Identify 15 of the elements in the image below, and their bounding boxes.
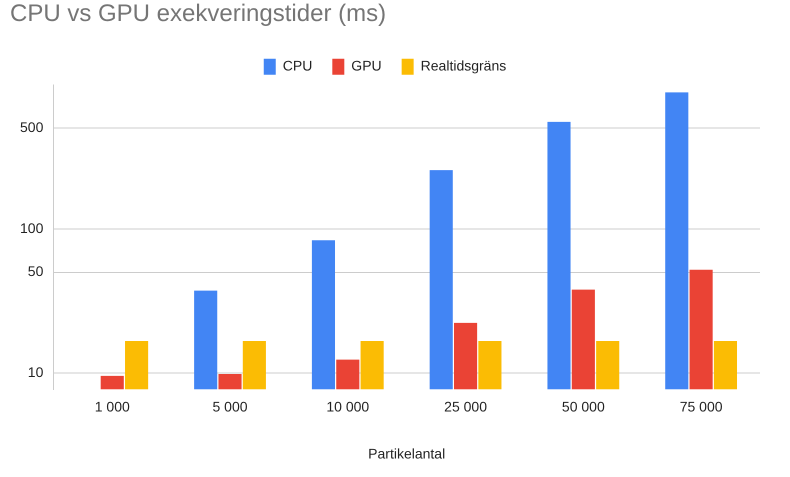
- y-tick-label: 100: [20, 220, 44, 236]
- x-tick-label: 5 000: [212, 398, 248, 415]
- legend-label: Realtidsgräns: [420, 58, 506, 74]
- x-tick-label: 10 000: [326, 398, 370, 415]
- y-tick-label: 10: [28, 364, 44, 380]
- x-tick-label: 50 000: [562, 398, 605, 415]
- x-tick-label: 75 000: [680, 398, 723, 415]
- x-axis-title: Partikelantal: [368, 445, 446, 462]
- x-tick-label: 1 000: [94, 398, 130, 415]
- legend-label: CPU: [282, 58, 312, 74]
- y-tick-label: 500: [20, 119, 44, 136]
- chart-title: CPU vs GPU exekveringstider (ms): [10, 0, 386, 28]
- x-tick-label: 25 000: [444, 398, 488, 415]
- y-tick-label: 50: [28, 263, 44, 280]
- legend-label: GPU: [351, 58, 382, 74]
